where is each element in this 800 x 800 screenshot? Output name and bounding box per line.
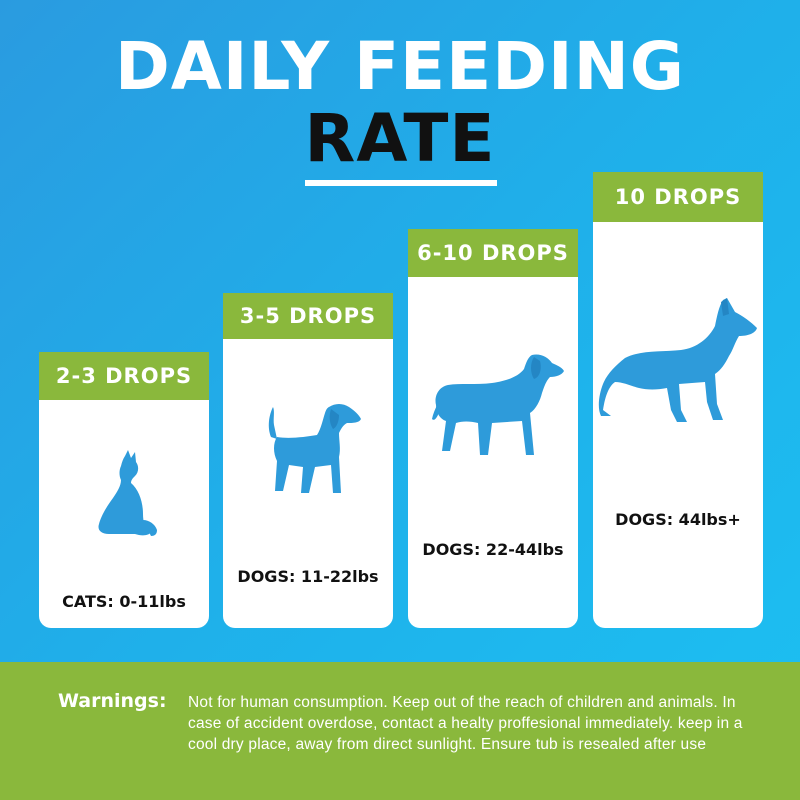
cat-icon xyxy=(89,450,159,538)
title-divider xyxy=(305,180,497,186)
drops-band: 10 DROPS xyxy=(593,172,763,222)
drops-band: 2-3 DROPS xyxy=(39,352,209,400)
page-title: DAILY FEEDING RATE xyxy=(0,30,800,174)
card-medium-dogs: 6-10 DROPS DOGS: 22-44lbs xyxy=(408,229,578,628)
weight-label: DOGS: 44lbs+ xyxy=(615,510,741,529)
drops-band: 3-5 DROPS xyxy=(223,293,393,339)
weight-label: DOGS: 22-44lbs xyxy=(422,540,564,559)
large-dog-icon xyxy=(597,298,759,426)
weight-label: CATS: 0-11lbs xyxy=(62,592,186,611)
warnings-section: Warnings: Not for human consumption. Kee… xyxy=(0,662,800,800)
drops-band: 6-10 DROPS xyxy=(408,229,578,277)
card-cats: 2-3 DROPS CATS: 0-11lbs xyxy=(39,352,209,628)
medium-dog-icon xyxy=(430,353,564,459)
card-large-dogs: 10 DROPS DOGS: 44lbs+ xyxy=(593,172,763,628)
warnings-label: Warnings: xyxy=(58,690,167,712)
card-small-dogs: 3-5 DROPS DOGS: 11-22lbs xyxy=(223,293,393,628)
title-line-2: RATE xyxy=(304,100,496,177)
small-dog-icon xyxy=(259,401,363,499)
title-line-1: DAILY FEEDING xyxy=(115,28,685,105)
weight-label: DOGS: 11-22lbs xyxy=(237,567,379,586)
warnings-text: Not for human consumption. Keep out of t… xyxy=(188,694,743,753)
